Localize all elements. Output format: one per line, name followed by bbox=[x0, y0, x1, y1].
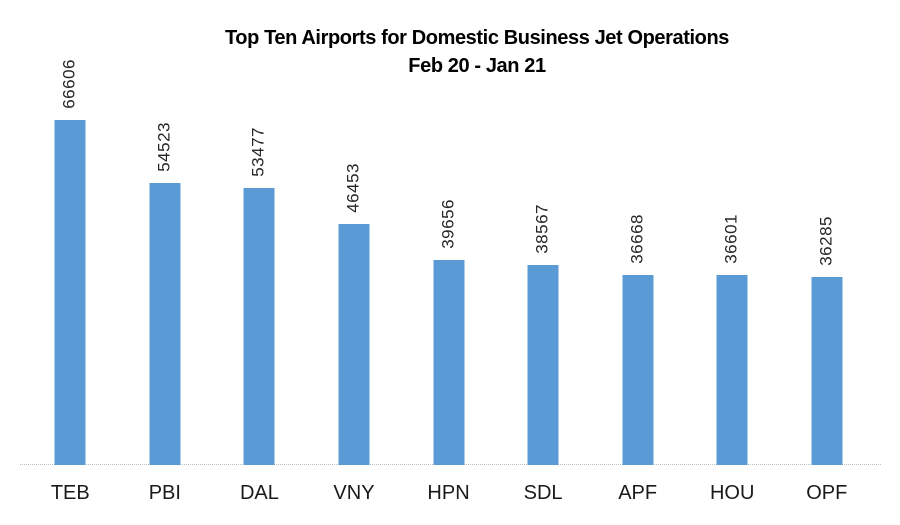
bar-group-sdl: 38567 SDL bbox=[496, 58, 591, 504]
value-label-sdl: 38567 bbox=[532, 204, 552, 254]
value-label-apf: 36668 bbox=[627, 214, 647, 264]
category-label-hpn: HPN bbox=[427, 482, 470, 504]
bar-group-dal: 53477 DAL bbox=[212, 58, 307, 504]
bar-vny bbox=[338, 224, 370, 465]
category-label-hou: HOU bbox=[709, 482, 755, 504]
value-label-dal: 53477 bbox=[249, 127, 269, 177]
bar-group-pbi: 54523 PBI bbox=[118, 58, 213, 504]
value-label-hou: 36601 bbox=[721, 214, 741, 264]
category-label-sdl: SDL bbox=[523, 482, 563, 504]
value-label-teb: 66606 bbox=[59, 59, 79, 109]
bar-sdl bbox=[527, 265, 559, 465]
value-label-hpn: 39656 bbox=[438, 199, 458, 249]
bar-chart-plot: 66606 TEB 54523 PBI 53477 DAL 46453 VNY 39656 HPN… bbox=[20, 58, 881, 504]
chart-title-line1: Top Ten Airports for Domestic Business J… bbox=[224, 27, 730, 49]
category-label-dal: DAL bbox=[239, 482, 279, 504]
value-label-opf: 36285 bbox=[816, 216, 836, 266]
category-label-apf: APF bbox=[618, 482, 658, 504]
bar-group-hpn: 39656 HPN bbox=[401, 58, 496, 504]
bar-hou bbox=[716, 275, 748, 465]
bar-group-vny: 46453 VNY bbox=[307, 58, 402, 504]
value-label-pbi: 54523 bbox=[154, 122, 174, 172]
value-label-vny: 46453 bbox=[343, 163, 363, 213]
category-label-teb: TEB bbox=[50, 482, 90, 504]
bar-group-teb: 66606 TEB bbox=[23, 58, 118, 504]
chart-title-line2: Feb 20 - Jan 21 bbox=[408, 55, 546, 77]
bar-apf bbox=[622, 275, 654, 465]
bar-group-hou: 36601 HOU bbox=[685, 58, 780, 504]
chart-title: Top Ten Airports for Domestic Business J… bbox=[27, 24, 900, 80]
category-label-vny: VNY bbox=[333, 482, 375, 504]
bar-pbi bbox=[149, 183, 181, 465]
bar-teb bbox=[54, 120, 86, 465]
bar-group-apf: 36668 APF bbox=[590, 58, 685, 504]
bar-hpn bbox=[433, 260, 465, 465]
bar-chart-cells: 66606 TEB 54523 PBI 53477 DAL 46453 VNY 39656 HPN… bbox=[23, 58, 875, 504]
category-label-opf: OPF bbox=[806, 482, 848, 504]
bar-opf bbox=[811, 277, 843, 465]
bar-dal bbox=[243, 188, 275, 465]
category-label-pbi: PBI bbox=[148, 482, 181, 504]
bar-group-opf: 36285 OPF bbox=[780, 58, 875, 504]
